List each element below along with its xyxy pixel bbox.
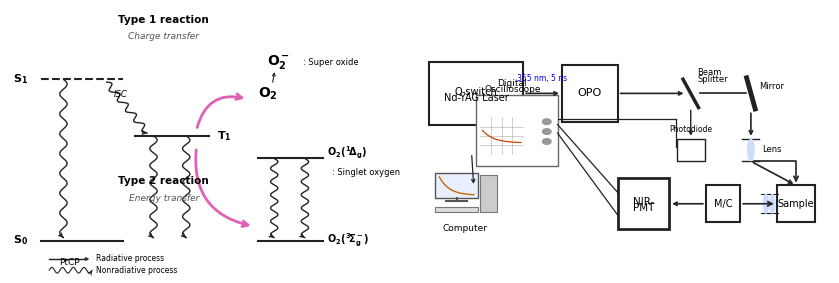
Text: NIR-: NIR- [633,197,654,207]
Bar [706,185,740,222]
Text: Mirror: Mirror [759,82,784,91]
Ellipse shape [748,140,754,161]
Bar [562,65,618,122]
Text: Nd-YAG Laser: Nd-YAG Laser [444,93,508,103]
Text: : Singlet oxygen: : Singlet oxygen [331,168,399,177]
Bar [618,178,670,229]
Text: Type 1 reaction: Type 1 reaction [118,15,209,25]
Text: $\mathbf{O_2(^3\!\Sigma_g^-)}$: $\mathbf{O_2(^3\!\Sigma_g^-)}$ [327,232,370,249]
Text: Photodiode: Photodiode [670,125,712,134]
Circle shape [543,119,551,125]
Text: Radiative process: Radiative process [96,254,164,263]
Text: Lens: Lens [762,145,781,155]
Text: OPO: OPO [577,88,602,98]
Bar [677,139,705,161]
Text: Oscilloscope: Oscilloscope [484,85,540,94]
Text: $\mathbf{O_2^-}$: $\mathbf{O_2^-}$ [267,53,289,71]
Text: ISC: ISC [114,90,128,99]
Text: Digital: Digital [498,79,527,88]
Bar [480,117,524,154]
Ellipse shape [763,195,769,213]
Text: $\mathbf{T_1}$: $\mathbf{T_1}$ [217,129,232,143]
Bar [491,157,498,163]
Text: Charge transfer: Charge transfer [128,32,199,41]
Text: PMT: PMT [633,203,654,213]
Bar [435,207,478,212]
Bar [429,62,524,125]
Text: $\mathbf{O_2(^1\!\Delta_g)}$: $\mathbf{O_2(^1\!\Delta_g)}$ [327,145,367,161]
Text: $\mathbf{S_0}$: $\mathbf{S_0}$ [13,234,28,247]
Bar [476,95,558,166]
Bar [513,157,520,163]
Text: Beam: Beam [697,68,722,77]
Text: M/C: M/C [714,199,732,209]
Text: : Super oxide: : Super oxide [303,58,358,67]
Bar [524,157,531,163]
Text: Nonradiative process: Nonradiative process [96,266,178,275]
Text: $\mathbf{S_1}$: $\mathbf{S_1}$ [13,72,28,86]
Text: PtCP: PtCP [60,258,80,267]
Text: Sample: Sample [778,199,815,209]
Bar [480,157,488,163]
Bar [435,173,478,198]
Bar [480,175,498,212]
Text: Type 2 reaction: Type 2 reaction [118,176,209,186]
Text: Splitter: Splitter [697,75,727,84]
Text: 355 nm, 5 ns: 355 nm, 5 ns [518,74,567,83]
Text: Computer: Computer [443,224,487,233]
Circle shape [543,139,551,144]
Text: $\mathbf{O_2}$: $\mathbf{O_2}$ [258,85,278,102]
Bar [502,157,509,163]
Text: Q-switch: Q-switch [455,87,498,97]
Text: Energy transfer: Energy transfer [128,194,199,203]
Bar [777,185,816,222]
Circle shape [543,129,551,134]
Ellipse shape [770,195,775,213]
